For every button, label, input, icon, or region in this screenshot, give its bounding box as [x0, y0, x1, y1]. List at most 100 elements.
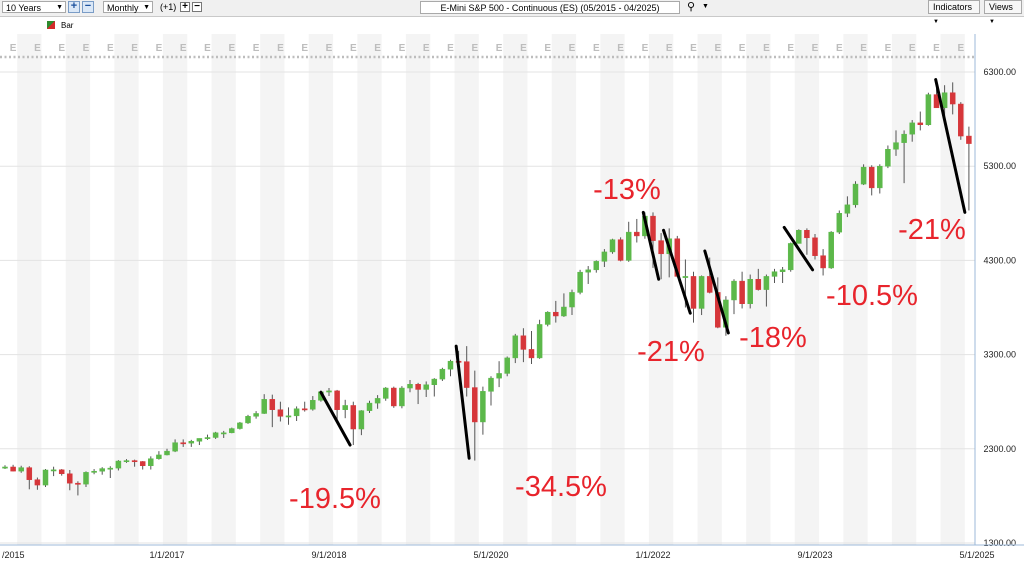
candle	[812, 234, 818, 260]
earnings-marker: E	[812, 43, 819, 54]
zoom-out-button[interactable]: −	[82, 1, 94, 13]
earnings-marker: E	[34, 43, 41, 54]
candle	[488, 376, 494, 406]
candle-body	[852, 183, 859, 206]
candle	[877, 164, 883, 194]
x-tick-label: 5/1/2025	[959, 550, 994, 560]
candle-body	[585, 269, 591, 273]
period-select[interactable]: 10 Years ▼	[2, 1, 66, 13]
candle	[293, 406, 300, 422]
drawdown-line	[319, 390, 352, 447]
earnings-marker: E	[471, 43, 478, 54]
candle	[860, 164, 867, 186]
chevron-down-icon: ▼	[989, 19, 995, 25]
y-tick-label: 1300.00	[983, 538, 1016, 548]
candle-body	[301, 408, 308, 411]
candle	[569, 289, 575, 316]
earnings-marker: E	[326, 43, 333, 54]
candle-body	[212, 432, 219, 438]
candle-body	[131, 460, 138, 463]
indicators-button[interactable]: Indicators ▼	[928, 0, 980, 25]
candle-body	[779, 269, 786, 272]
candle-body	[123, 460, 130, 463]
earnings-marker: E	[447, 43, 454, 54]
offset-plus-button[interactable]: +	[180, 2, 190, 12]
candle-body	[909, 122, 915, 135]
background-band	[794, 34, 820, 545]
drawdown-annotations: -19.5% -34.5% -13% -21% -18% -10.5% -21%	[289, 78, 967, 515]
candle	[204, 434, 211, 440]
candle-body	[528, 349, 535, 359]
candle	[852, 181, 859, 208]
candle-body	[917, 122, 924, 126]
candle-body	[277, 409, 284, 417]
candle	[123, 459, 130, 463]
candle	[828, 231, 834, 269]
candle-body	[220, 432, 227, 435]
candle	[593, 260, 600, 273]
candle	[212, 431, 219, 439]
candle	[512, 333, 519, 364]
candle	[941, 85, 948, 117]
x-tick-label: 1/1/2017	[149, 550, 184, 560]
background-band	[648, 34, 674, 545]
candle-body	[860, 166, 867, 185]
candle-body	[544, 311, 551, 325]
drawdown-label: -13%	[593, 174, 661, 206]
candle-body	[83, 472, 89, 485]
candle	[439, 367, 446, 381]
offset-minus-button[interactable]: −	[192, 2, 202, 12]
earnings-marker: E	[423, 43, 430, 54]
candle-body	[925, 94, 932, 126]
earnings-marker: E	[909, 43, 916, 54]
background-band	[551, 34, 577, 545]
candle-body	[601, 251, 608, 262]
candle	[391, 386, 397, 408]
earnings-marker: E	[666, 43, 673, 54]
candle-body	[488, 377, 494, 392]
candle-body	[820, 255, 826, 269]
candle-body	[58, 469, 65, 475]
chevron-down-icon[interactable]: ▼	[702, 3, 709, 10]
views-button[interactable]: Views ▼	[984, 0, 1022, 25]
candle	[261, 394, 267, 414]
background-band	[454, 34, 479, 545]
zoom-in-button[interactable]: +	[68, 1, 80, 13]
candle-body	[512, 335, 519, 359]
candle-body	[334, 390, 340, 410]
candle-body	[431, 378, 438, 385]
earnings-marker: E	[131, 43, 138, 54]
candle-body	[885, 148, 891, 167]
earnings-marker: E	[593, 43, 600, 54]
candle	[868, 165, 875, 196]
candle-body	[561, 306, 567, 317]
chevron-down-icon: ▼	[933, 19, 939, 25]
candle-body	[204, 437, 211, 439]
candle-body	[10, 466, 16, 472]
y-tick-label: 3300.00	[983, 350, 1016, 360]
candle-body	[67, 473, 73, 484]
interval-select[interactable]: Monthly ▼	[103, 1, 153, 13]
earnings-marker: E	[957, 43, 964, 54]
date-axis: /2015 1/1/2017 9/1/2018 5/1/2020 1/1/2022 9/1…	[0, 544, 1024, 560]
candle	[787, 242, 794, 272]
candle	[966, 126, 972, 211]
candle-body	[739, 280, 745, 304]
earnings-marker: E	[350, 43, 357, 54]
search-icon[interactable]: ⚲	[687, 1, 696, 13]
candle	[58, 469, 65, 476]
candle-body	[285, 415, 292, 418]
candle-body	[382, 387, 389, 399]
candle	[893, 130, 899, 156]
candle	[917, 111, 924, 131]
candle-body	[253, 413, 259, 417]
candle	[75, 481, 81, 496]
candle-body	[148, 458, 154, 467]
symbol-title[interactable]: E-Mini S&P 500 - Continuous (ES) (05/201…	[420, 1, 680, 14]
candle-body	[261, 399, 267, 414]
candle	[50, 466, 57, 477]
candle	[253, 411, 259, 419]
earnings-marker: E	[204, 43, 211, 54]
candle-body	[958, 103, 964, 137]
